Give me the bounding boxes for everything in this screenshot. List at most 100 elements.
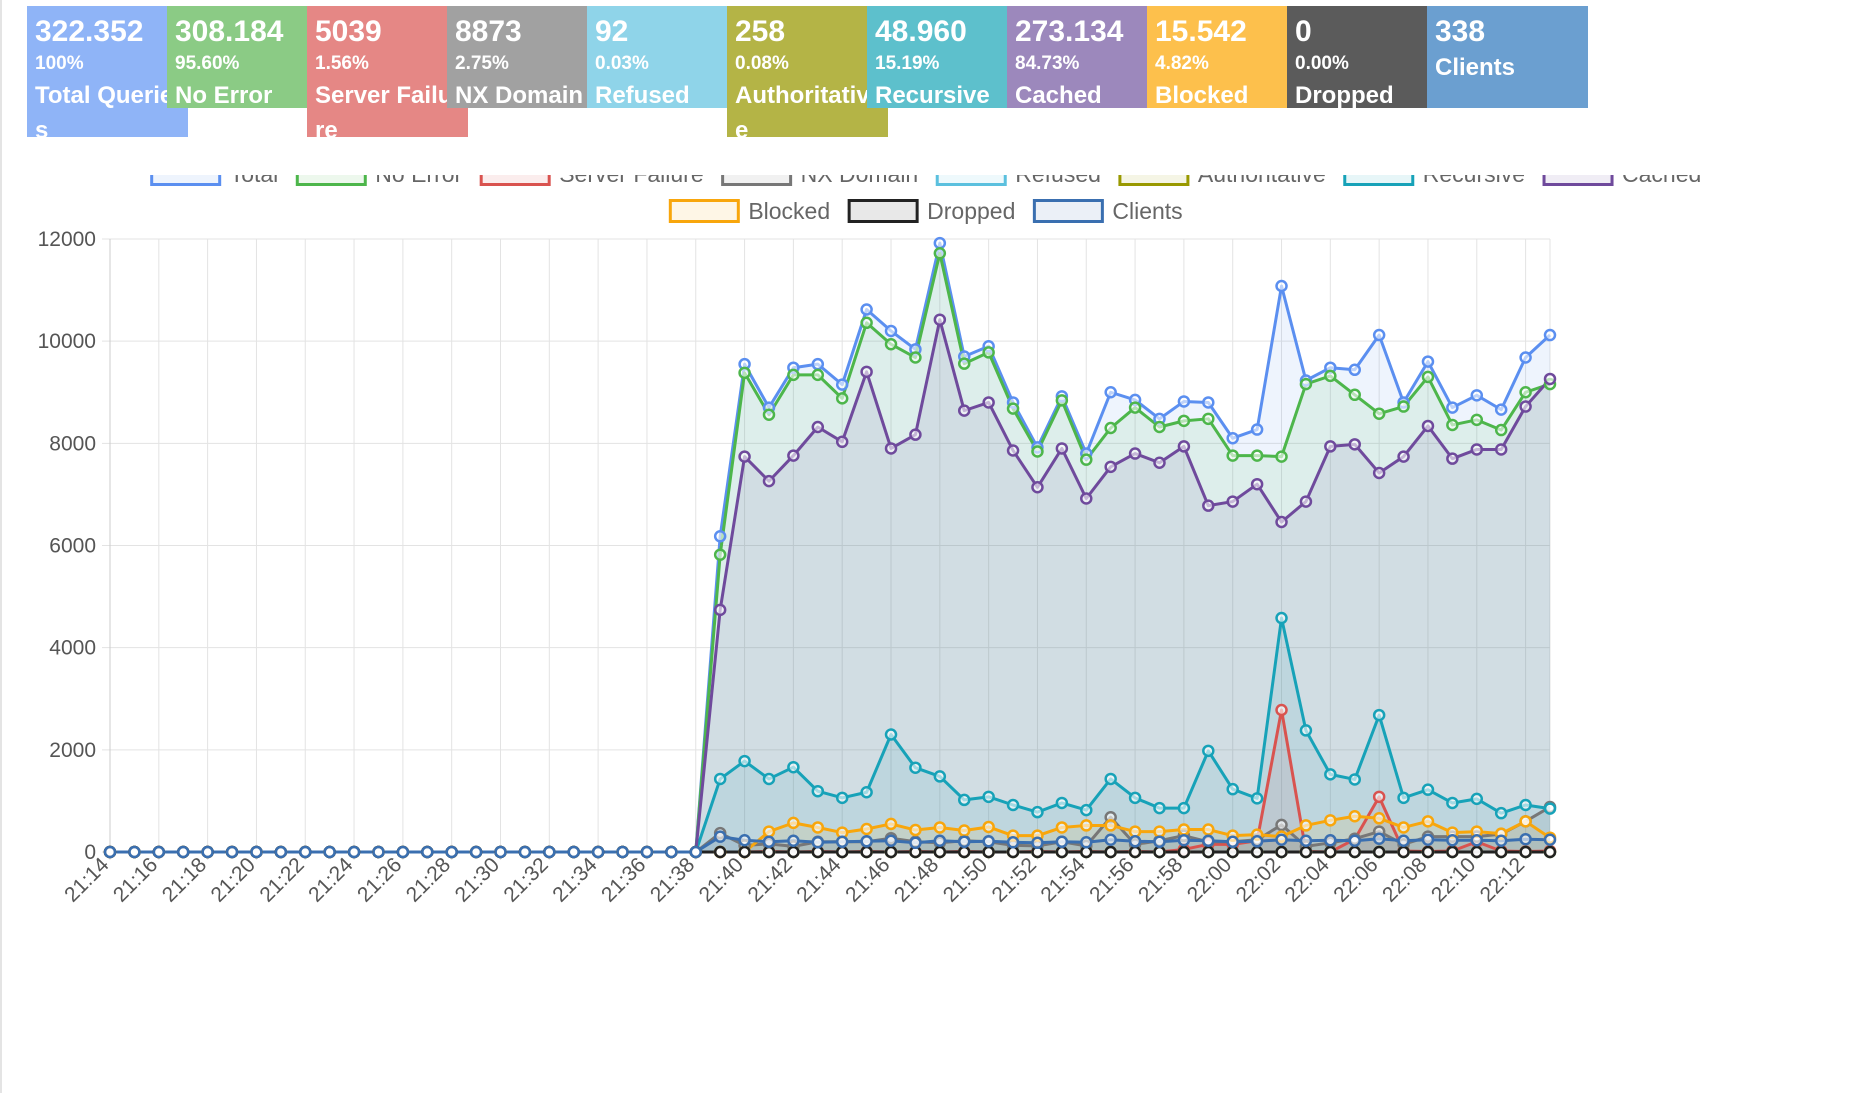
data-point-no-error xyxy=(713,548,727,561)
data-point-no-error xyxy=(1006,402,1020,415)
x-tick-label: 21:52 xyxy=(988,853,1041,906)
data-point-recursive xyxy=(933,770,947,783)
data-point-dropped xyxy=(1494,845,1508,859)
data-point-clients xyxy=(1348,834,1361,848)
legend-label: Authoritative xyxy=(1198,175,1326,187)
grid xyxy=(102,238,1551,860)
data-point-blocked xyxy=(1348,809,1361,823)
data-point-recursive xyxy=(1226,782,1239,796)
data-point-clients xyxy=(909,836,922,850)
data-point-blocked xyxy=(1080,819,1093,832)
data-point-dropped xyxy=(1177,845,1191,859)
data-point-recursive xyxy=(860,785,873,799)
data-point-clients xyxy=(1421,833,1435,846)
data-point-clients xyxy=(1446,834,1459,847)
data-point-clients xyxy=(1153,835,1166,849)
data-point-dropped xyxy=(1055,845,1069,859)
data-point-dropped xyxy=(738,845,751,859)
data-point-total xyxy=(1470,389,1484,402)
data-point-clients xyxy=(128,845,141,859)
tile-value: 8873 xyxy=(455,15,522,48)
data-point-dropped xyxy=(1446,845,1459,859)
data-point-cached xyxy=(1275,515,1288,529)
data-point-cached xyxy=(1006,444,1020,457)
data-point-clients xyxy=(543,845,556,859)
data-point-total xyxy=(1494,403,1508,416)
data-point-recursive xyxy=(713,772,727,786)
data-point-cached xyxy=(1348,438,1361,451)
data-point-no-error xyxy=(1348,388,1361,402)
data-point-clients xyxy=(347,845,361,859)
data-point-clients xyxy=(274,845,288,859)
legend-swatch-no-error xyxy=(295,175,367,186)
data-point-recursive xyxy=(811,784,825,798)
x-tick-label: 21:24 xyxy=(304,853,358,907)
data-point-no-error xyxy=(1324,369,1337,383)
data-point-clients xyxy=(103,845,117,859)
data-point-blocked xyxy=(787,816,800,830)
data-point-recursive xyxy=(909,761,922,774)
data-point-dropped xyxy=(835,845,849,859)
y-tick-label: 8000 xyxy=(49,432,96,455)
tile-percent: 15.19% xyxy=(875,53,940,74)
data-point-dropped xyxy=(957,845,971,859)
data-point-clients xyxy=(372,845,385,859)
data-point-dropped xyxy=(860,845,873,859)
x-tick-label: 22:02 xyxy=(1232,853,1285,906)
data-point-no-error xyxy=(1153,420,1166,434)
tile-value: 15.542 xyxy=(1155,15,1247,48)
stat-tile-cached: 273.134 84.73% Cached xyxy=(1007,6,1168,109)
summary-tiles: 322.352 100% Total Queries 308.184 95.60% No … xyxy=(0,0,1853,165)
data-point-no-error xyxy=(787,368,800,382)
data-point-dropped xyxy=(1372,845,1386,859)
data-point-clients xyxy=(396,845,410,859)
data-point-no-error xyxy=(811,368,825,382)
tile-value: 92 xyxy=(595,15,629,48)
data-point-cached xyxy=(982,396,995,409)
data-point-clients xyxy=(1202,834,1215,848)
data-point-cached xyxy=(1177,440,1191,453)
data-point-blocked xyxy=(1153,825,1166,838)
data-point-total xyxy=(1202,396,1215,409)
tile-label: Cached xyxy=(1015,82,1102,109)
data-point-recursive xyxy=(1299,724,1313,737)
data-point-clients xyxy=(933,834,947,848)
data-point-nx-domain xyxy=(1275,818,1288,832)
data-point-no-error xyxy=(1275,450,1288,463)
series-fills xyxy=(110,243,1550,853)
data-point-clients xyxy=(1324,834,1337,847)
data-point-blocked xyxy=(1177,823,1191,836)
data-point-recursive xyxy=(957,793,971,807)
data-point-recursive xyxy=(1324,768,1337,781)
data-point-clients xyxy=(835,835,849,849)
series-area-cached xyxy=(110,319,1550,852)
data-point-total xyxy=(884,324,898,338)
series-area-blocked xyxy=(110,816,1550,852)
data-point-cached xyxy=(1397,450,1410,463)
data-point-no-error xyxy=(909,351,922,364)
stat-tile-no-error: 308.184 95.60% No Error xyxy=(167,6,328,109)
data-point-no-error xyxy=(957,357,971,370)
legend-label: Blocked xyxy=(748,198,830,224)
data-point-cached xyxy=(1250,477,1264,491)
legend-swatch-clients xyxy=(1032,199,1104,223)
data-point-clients xyxy=(1006,836,1020,849)
legend: Total No Error Server Failure NX Domain Refu… xyxy=(150,175,1701,224)
tile-label: Clients xyxy=(1435,54,1516,81)
left-border xyxy=(0,0,2,1093)
data-point-clients xyxy=(1226,835,1239,849)
data-point-no-error xyxy=(1226,449,1239,462)
data-point-dropped xyxy=(713,845,727,859)
data-point-clients xyxy=(201,845,214,859)
data-point-total xyxy=(1275,279,1288,293)
x-tick-label: 22:00 xyxy=(1183,853,1236,906)
tile-label: No Error xyxy=(175,82,273,109)
tile-label: Recursive xyxy=(875,82,990,109)
data-point-total xyxy=(1250,423,1264,436)
data-point-clients xyxy=(884,834,898,848)
dns-stats-chart: 02000400060008000100001200021:1421:1621:… xyxy=(38,175,1701,907)
data-point-total xyxy=(860,303,873,316)
tile-percent: 0.03% xyxy=(595,53,649,74)
legend-label: Clients xyxy=(1112,198,1182,224)
data-point-blocked xyxy=(982,820,995,834)
